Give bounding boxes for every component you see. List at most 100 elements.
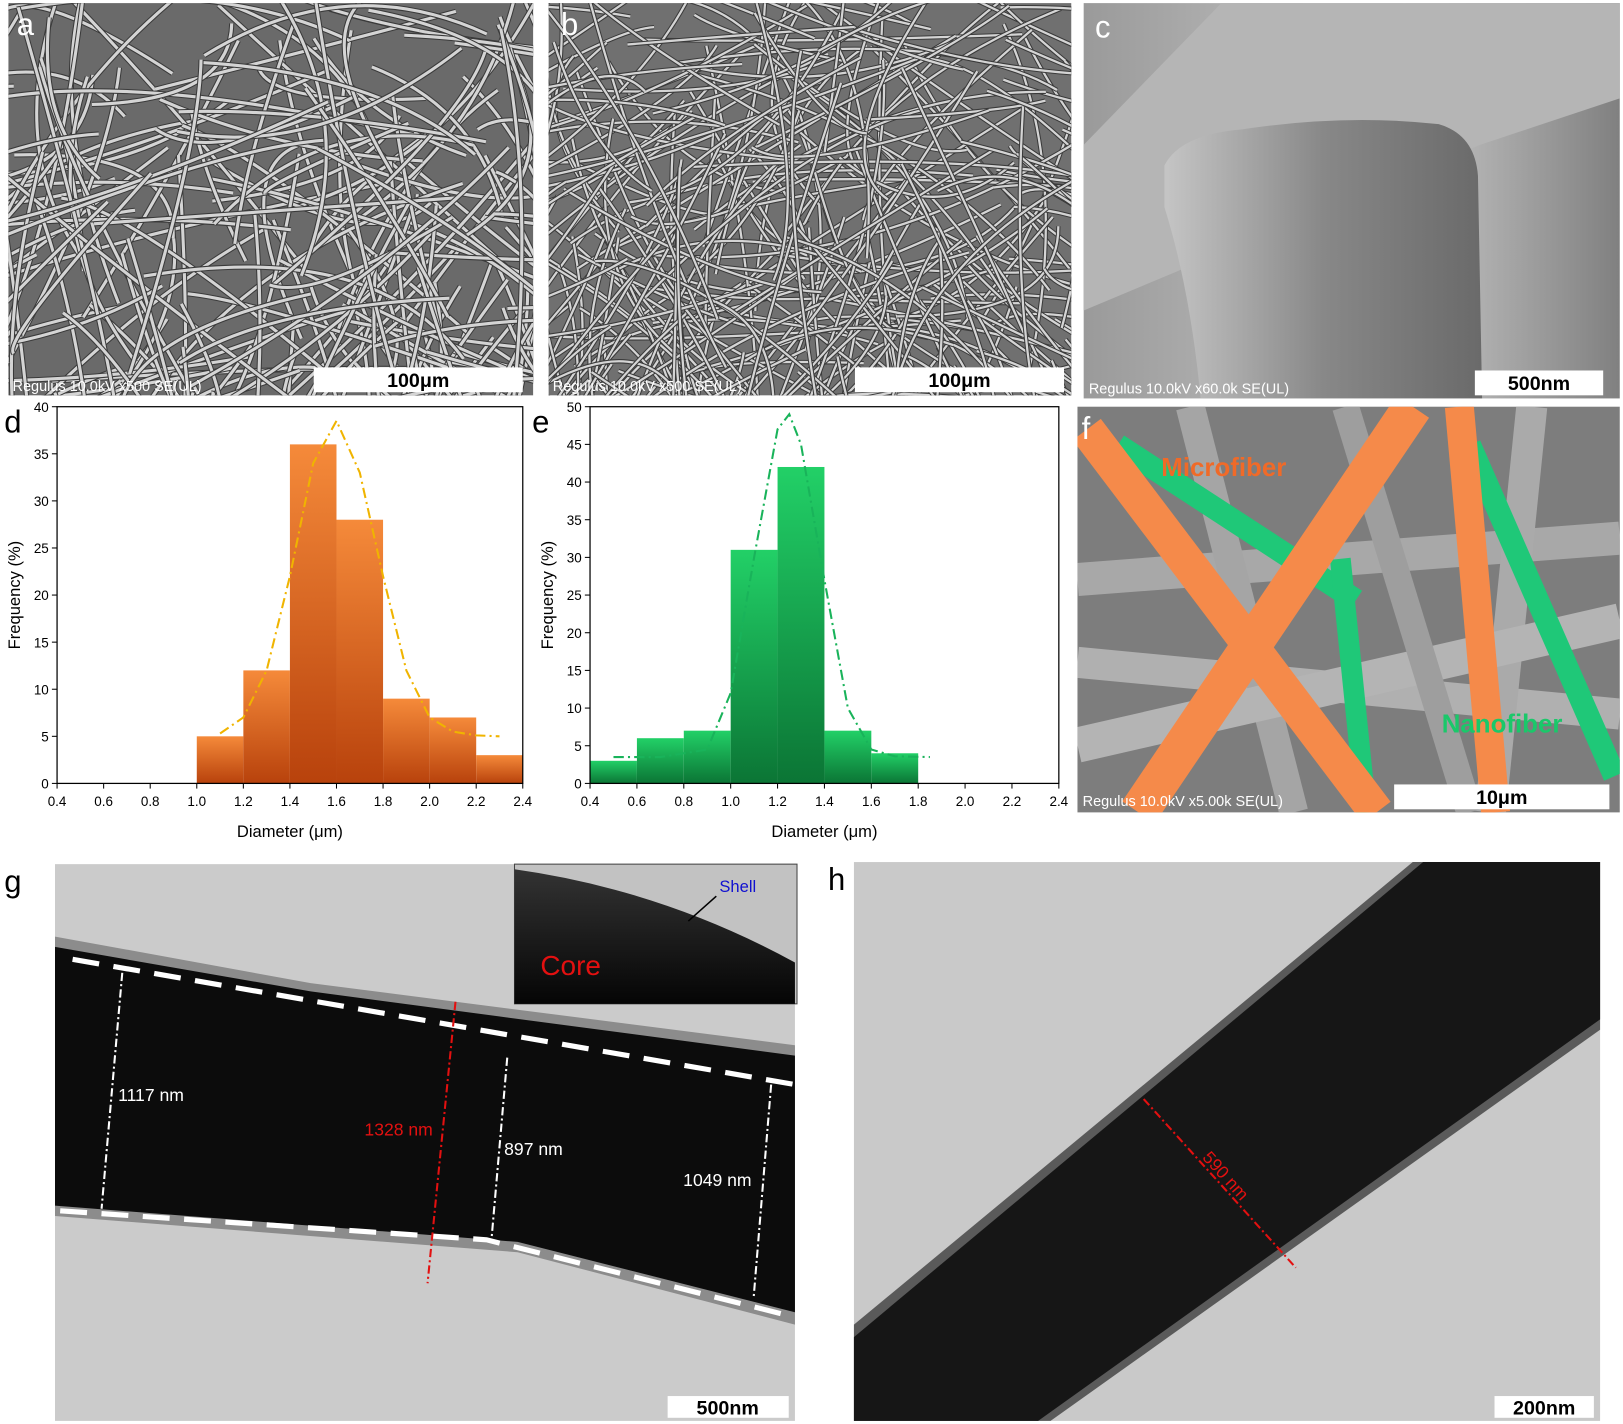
scale-bar [1474,370,1604,396]
scale-bar [313,367,523,393]
fiber [231,227,437,396]
fiber [548,5,631,18]
fiber [8,100,329,223]
bar [824,730,872,784]
x-axis-label: Diameter (μm) [237,822,343,841]
y-tick-label: 35 [34,447,49,462]
fiber [636,144,802,396]
fiber [599,226,675,396]
y-tick-label: 5 [41,729,48,744]
fiber [548,75,646,105]
fiber [963,259,1072,358]
bar [476,755,523,784]
inset-label: Core [540,950,601,981]
x-tick-label: 1.8 [374,794,393,809]
fiber [705,45,759,396]
scale-bar [667,1396,789,1418]
fiber [960,140,1072,176]
fiber [128,59,203,375]
scale-bar [1394,784,1610,810]
fiber [437,262,493,396]
fiber [513,288,530,396]
measure-arrow [490,1057,509,1237]
fiber [8,138,324,236]
panel-label: c [1095,9,1111,44]
fiber-edge [1071,0,1404,1]
y-tick-label: 0 [41,777,48,792]
fiber [1022,34,1072,118]
x-tick-label: 0.4 [581,794,600,809]
annotation: Nanofiber [1442,711,1563,739]
fiber [548,257,628,298]
fiber [1000,6,1072,10]
fiber [891,180,1072,396]
fiber [979,3,1072,46]
nanofiber [1459,440,1620,781]
fiber [115,213,177,396]
caption: Regulus 10.0kV x5.00k SE(UL) [1083,794,1283,810]
bar [683,730,731,784]
fiber [314,3,401,393]
fiber [263,121,409,196]
fiber [416,266,463,396]
panel-label: a [17,7,35,42]
measure-arrow [1142,1098,1297,1269]
fiber [176,46,463,139]
fiber [271,219,338,396]
y-tick-label: 50 [567,400,582,415]
panel-label: d [4,405,21,440]
scale-bar [854,367,1065,393]
fiber [548,3,813,129]
annotation: Microfiber [1161,454,1286,482]
fiber [211,177,534,279]
fiber [8,74,95,178]
fiber [936,232,944,396]
fiber [732,148,995,314]
bar [383,698,430,784]
fiber [93,196,455,226]
fiber [371,65,504,218]
fiber [8,4,174,75]
fiber [374,318,534,348]
fit-curve [219,418,500,738]
x-tick-label: 1.6 [862,794,881,809]
inset-label: Shell [719,877,756,896]
y-tick-label: 0 [574,777,581,792]
fiber [579,307,673,396]
x-tick-label: 2.2 [467,794,486,809]
fiber [1043,268,1072,291]
measurement: 1328 nm [364,1119,432,1139]
fiber [693,160,1072,177]
measurement: 897 nm [504,1139,563,1159]
fiber [203,4,488,57]
fiber [233,20,296,245]
fiber [986,89,1072,128]
fiber [865,99,1046,121]
fiber [304,87,450,318]
fiber [548,360,673,387]
fiber [921,286,1072,360]
fiber [548,44,718,169]
bar [730,549,778,784]
fiber [495,170,534,200]
fiber [548,120,799,144]
y-tick-label: 25 [34,541,49,556]
x-tick-label: 1.0 [187,794,206,809]
fiber [902,42,1072,247]
fiber [722,3,815,40]
y-axis-label: Frequency (%) [538,541,557,650]
inset-core [514,869,795,1004]
x-tick-label: 1.8 [909,794,928,809]
fiber [676,167,688,396]
fiber [253,211,262,396]
fiber [803,7,1062,224]
fiber-mesh [548,0,1404,396]
fiber [8,208,136,258]
fiber [8,200,109,303]
fiber [588,208,627,396]
bar [243,670,290,784]
measure-arrow [752,1084,773,1299]
y-tick-label: 25 [567,588,582,603]
fiber [865,231,891,396]
